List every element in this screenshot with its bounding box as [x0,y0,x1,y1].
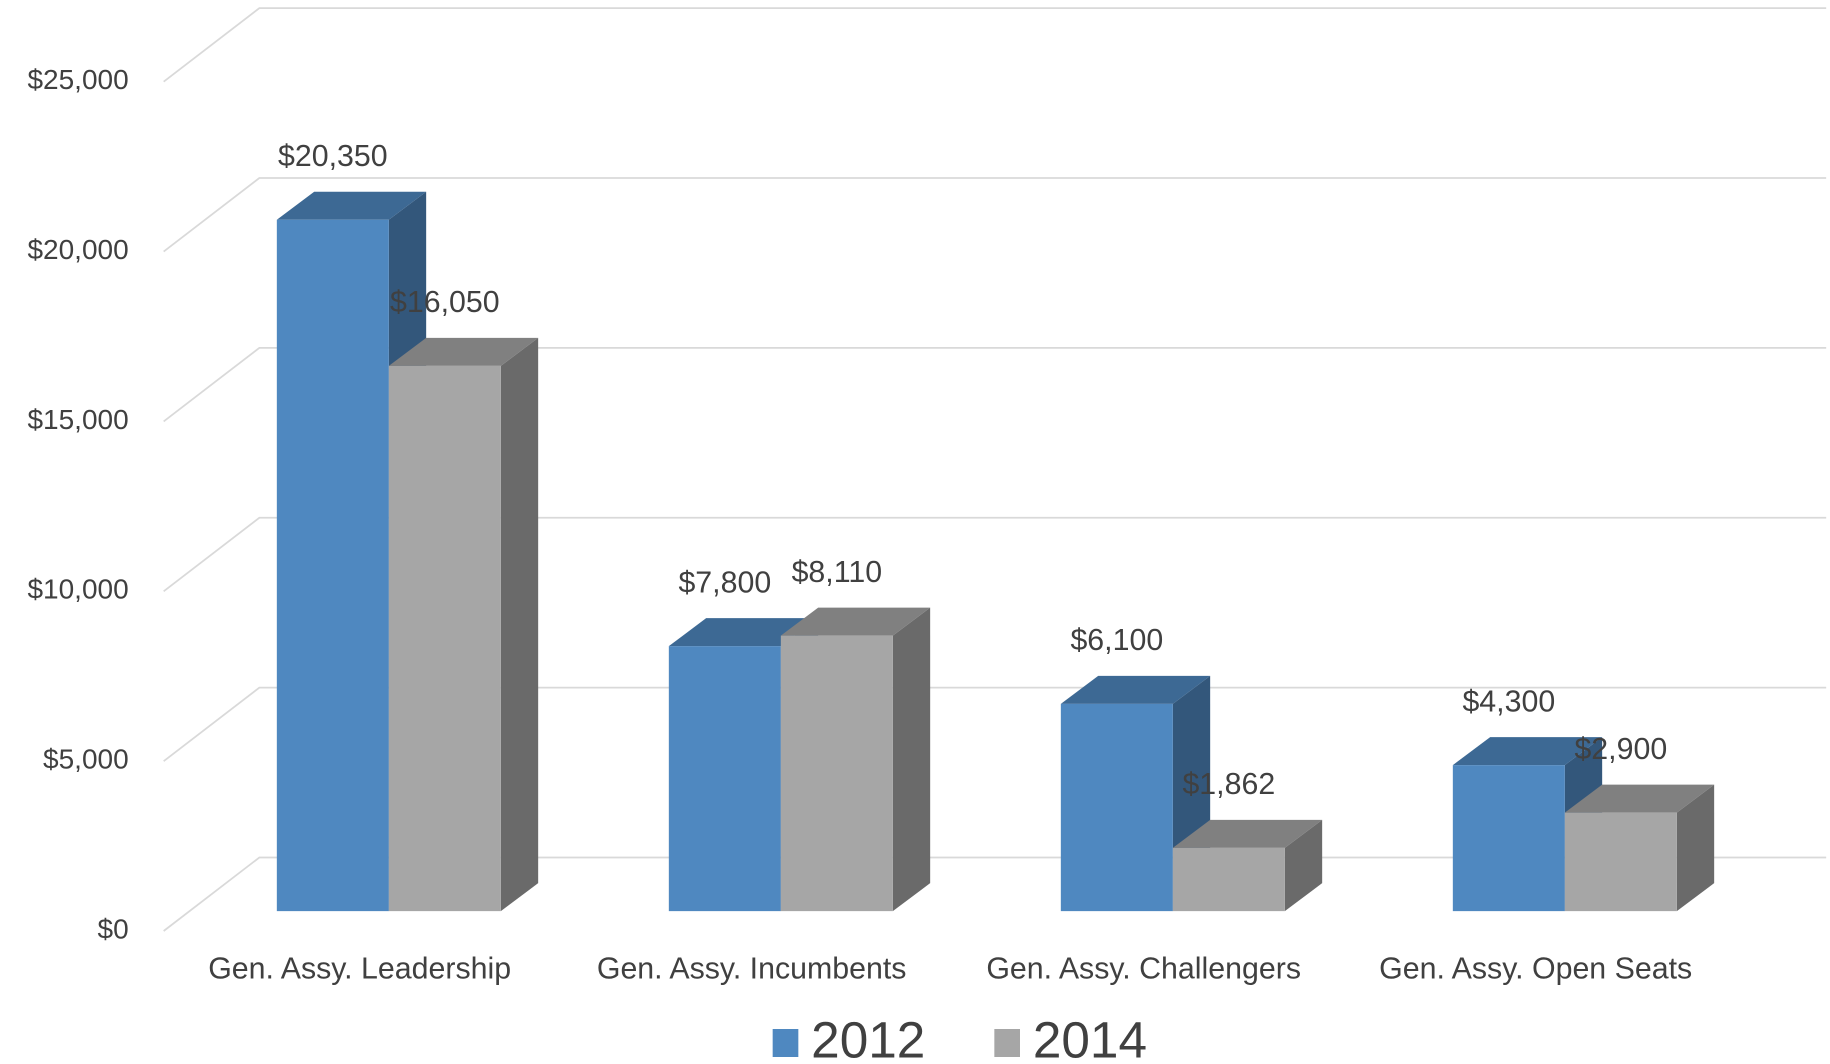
y-tick-label: $10,000 [27,574,128,605]
bar-front [1452,765,1565,912]
bar-front [276,219,389,912]
data-label: $16,050 [390,286,500,319]
bar-top [1452,737,1603,766]
bar-top [1564,784,1715,813]
data-label: $4,300 [1462,685,1555,718]
bar-front [668,646,781,912]
bar-top [388,337,539,366]
bar-side [500,337,539,912]
bar-side [1676,784,1715,912]
bar-side [892,607,931,912]
bar [1564,784,1715,912]
bar-front [1172,847,1285,912]
legend-label: 2014 [1033,1012,1147,1064]
bar [780,607,931,912]
legend-label: 2012 [811,1012,925,1064]
y-tick-label: $15,000 [27,404,128,435]
data-label: $7,800 [678,566,771,599]
x-tick-label: Gen. Assy. Open Seats [1379,953,1692,986]
data-label: $8,110 [792,556,883,589]
grid-line [163,686,1827,762]
data-label: $6,100 [1070,624,1163,657]
legend-swatch [994,1029,1020,1057]
bar-top [1172,819,1323,848]
y-tick-label: $20,000 [27,234,128,265]
bar [1172,819,1323,912]
y-tick-label: $5,000 [43,744,129,775]
data-label: $20,350 [278,140,388,173]
bar-top [780,607,931,636]
grid-line [163,7,1827,83]
grid-line [163,516,1827,592]
legend-swatch [772,1029,799,1057]
y-tick-label: $25,000 [27,64,128,95]
x-tick-label: Gen. Assy. Challengers [986,953,1301,986]
grid-line [163,177,1827,253]
bar-front [388,365,501,912]
bar-front [780,635,893,912]
bar-top [1060,675,1211,704]
bar-top [276,191,427,220]
data-label: $1,862 [1182,768,1275,801]
x-tick-label: Gen. Assy. Leadership [208,953,511,986]
x-tick-label: Gen. Assy. Incumbents [597,953,907,986]
bar-side [1284,819,1323,912]
y-tick-label: $0 [98,913,129,944]
grid-line [163,347,1827,423]
data-label: $2,900 [1574,733,1667,766]
bar [388,337,539,912]
bar-front [1564,812,1677,912]
bar-front [1060,703,1173,912]
